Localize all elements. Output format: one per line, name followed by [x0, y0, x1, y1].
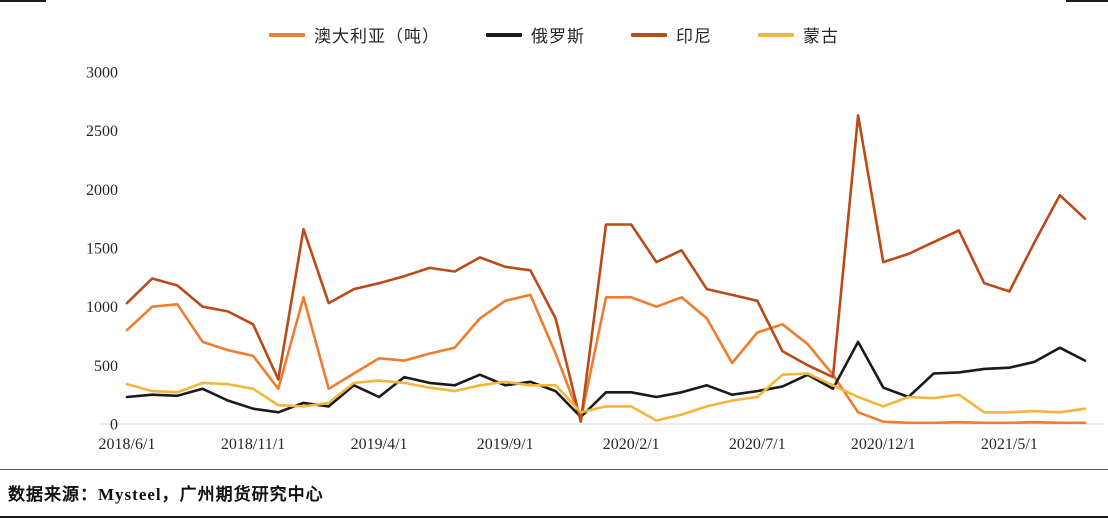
line-chart: 0 500 1000 1500 2000 2500 3000 2018/6/1 2018/11/…: [86, 65, 1104, 453]
series-line-3: [125, 114, 1087, 424]
y-tick-label: 2500: [86, 123, 118, 140]
chart-legend: 澳大利亚（吨） 俄罗斯 印尼 蒙古: [0, 22, 1108, 47]
series-line-4: [125, 372, 1087, 422]
legend-swatch: [486, 32, 522, 37]
legend-item: 俄罗斯: [486, 22, 585, 47]
x-tick-label: 2021/5/1: [981, 436, 1038, 453]
y-tick-label: 500: [94, 358, 118, 375]
legend-label: 印尼: [676, 27, 712, 46]
y-tick-label: 1500: [86, 241, 118, 258]
y-tick-label: 1000: [86, 299, 118, 316]
y-tick-label: 3000: [86, 65, 118, 82]
series-line-1: [125, 293, 1087, 425]
legend-swatch: [269, 32, 305, 37]
x-tick-label: 2020/2/1: [603, 436, 660, 453]
bottom-border: [0, 516, 1108, 518]
legend-item: 蒙古: [758, 22, 839, 47]
y-tick-label: 2000: [86, 182, 118, 199]
top-right-border-mark: [1066, 0, 1108, 2]
legend-swatch: [631, 32, 667, 37]
legend-item: 澳大利亚（吨）: [269, 22, 440, 47]
legend-label: 澳大利亚（吨）: [314, 27, 440, 46]
x-tick-label: 2020/7/1: [729, 436, 786, 453]
series-line-2: [125, 340, 1087, 419]
x-tick-label: 2018/11/1: [221, 436, 285, 453]
legend-label: 蒙古: [803, 27, 839, 46]
top-left-border-mark: [0, 0, 46, 2]
legend-item: 印尼: [631, 22, 712, 47]
legend-label: 俄罗斯: [531, 27, 585, 46]
x-tick-label: 2019/9/1: [477, 436, 534, 453]
data-source-note: 数据来源：Mysteel，广州期货研究中心: [8, 485, 324, 504]
footer-divider: [0, 469, 1108, 470]
legend-swatch: [758, 32, 794, 37]
y-tick-label: 0: [110, 417, 118, 434]
x-tick-label: 2020/12/1: [851, 436, 916, 453]
x-tick-label: 2018/6/1: [99, 436, 156, 453]
x-tick-label: 2019/4/1: [351, 436, 408, 453]
